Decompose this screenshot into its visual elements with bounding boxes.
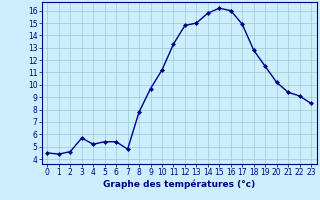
X-axis label: Graphe des températures (°c): Graphe des températures (°c) <box>103 180 255 189</box>
